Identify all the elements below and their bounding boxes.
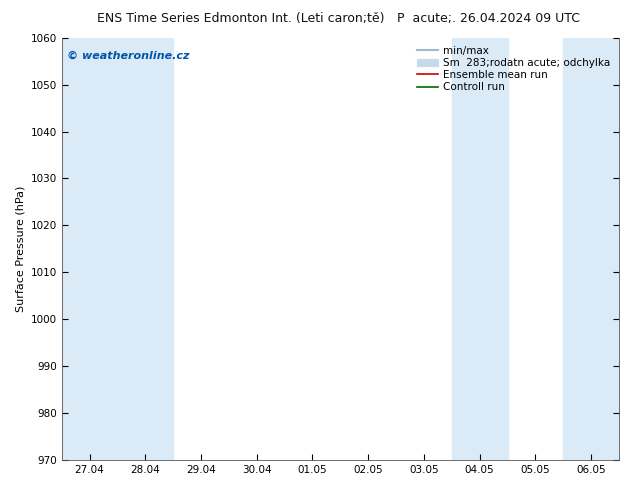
Text: © weatheronline.cz: © weatheronline.cz [67,50,190,60]
Text: ENS Time Series Edmonton Int. (Leti caron;tě): ENS Time Series Edmonton Int. (Leti caro… [97,12,385,25]
Y-axis label: Surface Pressure (hPa): Surface Pressure (hPa) [15,186,25,312]
Bar [452,38,508,460]
Bar [61,38,117,460]
Bar [563,38,634,460]
Legend: min/max, Sm  283;rodatn acute; odchylka, Ensemble mean run, Controll run: min/max, Sm 283;rodatn acute; odchylka, … [414,43,614,96]
Text: P  acute;. 26.04.2024 09 UTC: P acute;. 26.04.2024 09 UTC [397,12,579,25]
Bar [117,38,173,460]
